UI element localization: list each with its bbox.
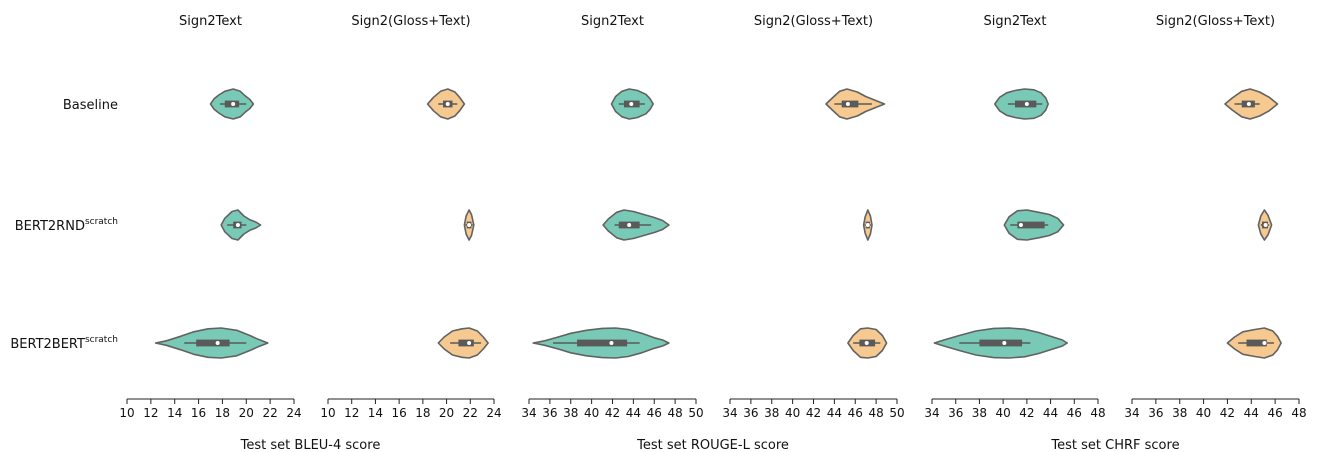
violin-median-dot xyxy=(627,223,632,227)
x-tick-label: 36 xyxy=(1148,406,1163,420)
violin-median-dot xyxy=(1018,223,1023,227)
x-tick-label: 44 xyxy=(827,406,842,420)
x-tick-label: 10 xyxy=(320,406,335,420)
violin-median-dot xyxy=(864,341,869,345)
row-label: BERT2RNDscratch xyxy=(15,217,118,234)
x-tick-label: 24 xyxy=(286,406,301,420)
x-tick-label: 40 xyxy=(1196,406,1211,420)
x-tick-label: 44 xyxy=(1244,406,1259,420)
x-tick-label: 34 xyxy=(521,406,536,420)
x-tick-label: 24 xyxy=(486,406,501,420)
x-tick-label: 36 xyxy=(743,406,758,420)
violin-iqr-box xyxy=(196,339,230,347)
x-tick-label: 12 xyxy=(344,406,359,420)
x-tick-label: 48 xyxy=(868,406,883,420)
violin-median-dot xyxy=(1002,341,1007,345)
x-tick-label: 36 xyxy=(948,406,963,420)
x-tick-label: 40 xyxy=(785,406,800,420)
violin-iqr-box xyxy=(1246,339,1267,347)
row-labels: Baseline BERT2RNDscratch BERT2BERTscratch xyxy=(10,98,118,352)
x-tick-label: 18 xyxy=(215,406,230,420)
violin-iqr-box xyxy=(458,339,474,347)
x-axis-title: Test set BLEU-4 score xyxy=(240,438,381,452)
violin-iqr-box xyxy=(979,339,1023,347)
violin-median-dot xyxy=(845,102,850,106)
x-tick-label: 50 xyxy=(889,406,904,420)
x-tick-label: 16 xyxy=(191,406,206,420)
x-axis-title: Test set CHRF score xyxy=(1050,438,1179,452)
x-tick-label: 10 xyxy=(119,406,134,420)
x-tick-label: 38 xyxy=(764,406,779,420)
x-tick-label: 16 xyxy=(392,406,407,420)
x-axes: 10 12 14 16 18 20 22 24 10 12 14 16 18 20 22 24 34 36 38 40… xyxy=(119,398,1307,452)
panel-title: Sign2Text xyxy=(581,14,644,29)
violin-plots xyxy=(154,88,1282,359)
x-tick-label: 22 xyxy=(263,406,278,420)
violin-median-dot xyxy=(1246,102,1251,106)
panel-title: Sign2Text xyxy=(984,14,1047,29)
panel-title: Sign2(Gloss+Text) xyxy=(351,14,470,29)
violin-median-dot xyxy=(467,223,472,227)
panel-title: Sign2Text xyxy=(179,14,242,29)
x-tick-label: 14 xyxy=(368,406,383,420)
row-label: BERT2BERTscratch xyxy=(10,335,118,352)
x-tick-label: 34 xyxy=(722,406,737,420)
violin-median-dot xyxy=(467,341,472,345)
x-tick-label: 42 xyxy=(1220,406,1235,420)
x-tick-label: 12 xyxy=(143,406,158,420)
x-tick-label: 20 xyxy=(239,406,254,420)
x-tick-label: 44 xyxy=(1043,406,1058,420)
violin-median-dot xyxy=(235,223,240,227)
x-tick-label: 46 xyxy=(1268,406,1283,420)
x-tick-label: 22 xyxy=(463,406,478,420)
x-tick-label: 40 xyxy=(584,406,599,420)
x-tick-label: 46 xyxy=(647,406,662,420)
violin-median-dot xyxy=(609,341,614,345)
x-tick-label: 36 xyxy=(542,406,557,420)
violin-median-dot xyxy=(1263,223,1268,227)
x-tick-label: 46 xyxy=(1067,406,1082,420)
violin-median-dot xyxy=(865,223,870,227)
x-tick-label: 50 xyxy=(688,406,703,420)
x-axis-title: Test set ROUGE-L score xyxy=(636,438,789,452)
violin-median-dot xyxy=(629,102,634,106)
x-tick-label: 42 xyxy=(806,406,821,420)
panel-titles: Sign2Text Sign2(Gloss+Text) Sign2Text Sign2… xyxy=(179,14,1275,29)
violin-median-dot xyxy=(445,102,450,106)
x-tick-label: 20 xyxy=(439,406,454,420)
row-label: Baseline xyxy=(63,98,118,113)
x-tick-label: 48 xyxy=(1291,406,1306,420)
violin-iqr-box xyxy=(1017,221,1045,229)
x-tick-label: 38 xyxy=(972,406,987,420)
panel-title: Sign2(Gloss+Text) xyxy=(754,14,873,29)
violin-iqr-box xyxy=(841,100,859,108)
x-tick-label: 38 xyxy=(1172,406,1187,420)
violin-median-dot xyxy=(1262,341,1267,345)
violin-median-dot xyxy=(231,102,236,106)
panel-title: Sign2(Gloss+Text) xyxy=(1156,14,1275,29)
x-tick-label: 44 xyxy=(626,406,641,420)
violin-median-dot xyxy=(1024,102,1029,106)
x-tick-label: 40 xyxy=(996,406,1011,420)
x-tick-label: 14 xyxy=(167,406,182,420)
x-tick-label: 42 xyxy=(1019,406,1034,420)
x-tick-label: 18 xyxy=(415,406,430,420)
x-tick-label: 34 xyxy=(924,406,939,420)
x-tick-label: 48 xyxy=(1090,406,1105,420)
violin-iqr-box xyxy=(577,339,628,347)
x-tick-label: 34 xyxy=(1124,406,1139,420)
violin-median-dot xyxy=(215,341,220,345)
x-tick-label: 46 xyxy=(848,406,863,420)
x-tick-label: 48 xyxy=(667,406,682,420)
x-tick-label: 38 xyxy=(563,406,578,420)
x-tick-label: 42 xyxy=(605,406,620,420)
